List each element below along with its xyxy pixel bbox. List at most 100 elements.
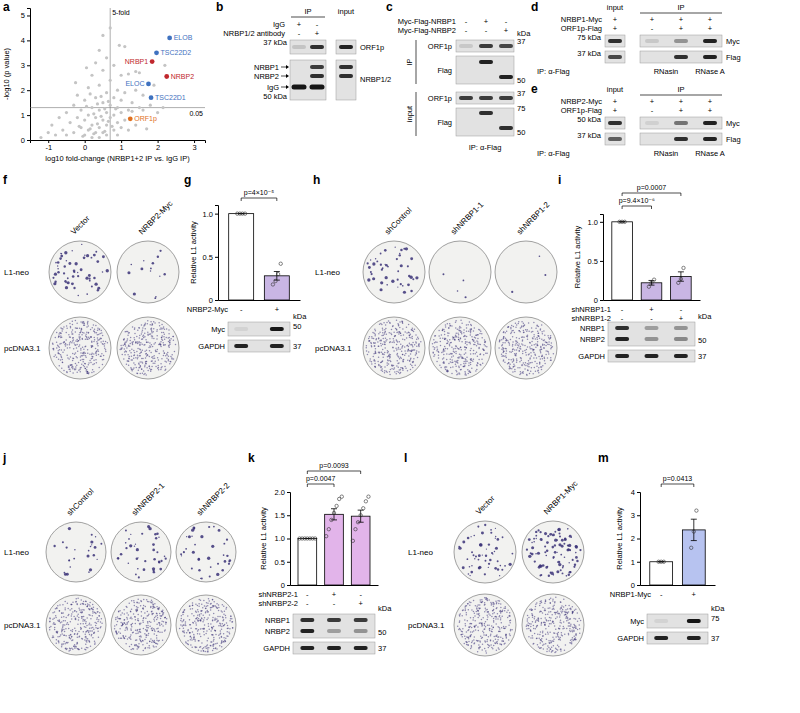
colony bbox=[438, 352, 440, 354]
colony bbox=[403, 359, 405, 361]
colony bbox=[96, 354, 98, 356]
colony bbox=[383, 322, 385, 324]
colony bbox=[513, 363, 515, 365]
colony bbox=[517, 347, 519, 349]
blot-band bbox=[310, 45, 324, 49]
colony bbox=[93, 324, 95, 326]
colony bbox=[163, 332, 165, 334]
colony bbox=[521, 337, 523, 339]
colony bbox=[528, 330, 530, 332]
colony bbox=[451, 359, 453, 361]
colony bbox=[408, 324, 410, 326]
colony bbox=[137, 341, 139, 343]
colony bbox=[510, 352, 512, 354]
colony bbox=[474, 341, 476, 343]
colony bbox=[164, 361, 166, 363]
colony bbox=[389, 371, 391, 373]
colony bbox=[369, 340, 371, 342]
protein-point bbox=[94, 116, 97, 119]
colony bbox=[77, 341, 79, 343]
colony bbox=[434, 348, 436, 350]
blot-band bbox=[339, 74, 353, 78]
protein-point bbox=[118, 44, 121, 47]
colony bbox=[522, 353, 524, 355]
colony bbox=[64, 280, 66, 282]
colony bbox=[53, 356, 55, 358]
colony bbox=[501, 349, 503, 351]
protein-point bbox=[96, 122, 99, 125]
colony bbox=[408, 346, 410, 348]
colony bbox=[393, 340, 395, 342]
colony bbox=[382, 349, 384, 351]
label: - bbox=[505, 17, 508, 26]
colony bbox=[80, 332, 82, 334]
colony bbox=[455, 320, 457, 322]
colony-panel: shControlshNRBP1-1shNRBP1-2L1-neopcDNA3.… bbox=[315, 200, 557, 379]
colony bbox=[477, 356, 479, 358]
panel-letter: d bbox=[531, 0, 538, 14]
colony bbox=[164, 334, 166, 336]
colony bbox=[391, 280, 394, 283]
colony bbox=[483, 354, 485, 356]
protein-point bbox=[112, 64, 115, 67]
panel-letter: j bbox=[2, 451, 6, 465]
colony bbox=[133, 357, 135, 359]
colony bbox=[404, 346, 406, 348]
colony bbox=[508, 326, 510, 328]
colony bbox=[410, 364, 412, 366]
colony bbox=[140, 267, 143, 270]
colony bbox=[153, 355, 155, 357]
colony bbox=[79, 328, 81, 330]
colony bbox=[398, 333, 400, 335]
colony bbox=[154, 297, 156, 299]
colony bbox=[448, 327, 450, 329]
blot-band bbox=[479, 44, 493, 48]
colony bbox=[393, 365, 395, 367]
colony bbox=[368, 338, 370, 340]
colony bbox=[411, 329, 413, 331]
colony bbox=[162, 335, 164, 337]
colony bbox=[83, 355, 85, 357]
colony bbox=[538, 372, 540, 374]
colony bbox=[516, 337, 518, 339]
label: - bbox=[298, 29, 301, 38]
colony bbox=[537, 341, 539, 343]
colony bbox=[399, 321, 401, 323]
colony bbox=[445, 326, 447, 328]
colony bbox=[62, 351, 64, 353]
colony bbox=[67, 347, 69, 349]
colony bbox=[550, 357, 552, 359]
colony bbox=[128, 365, 130, 367]
colony bbox=[538, 336, 540, 338]
colony bbox=[457, 290, 459, 292]
highlight-point bbox=[149, 95, 154, 100]
label: Flag bbox=[437, 118, 452, 127]
colony bbox=[133, 337, 135, 339]
colony bbox=[166, 337, 168, 339]
colony bbox=[149, 324, 151, 326]
label: + bbox=[297, 20, 302, 29]
colony bbox=[140, 342, 142, 344]
colony bbox=[407, 359, 409, 361]
colony bbox=[149, 345, 151, 347]
x-tick-label: 2 bbox=[156, 143, 160, 152]
colony bbox=[380, 281, 383, 284]
colony bbox=[72, 353, 74, 355]
colony bbox=[503, 360, 505, 362]
colony bbox=[101, 332, 103, 334]
colony bbox=[517, 342, 519, 344]
colony bbox=[130, 264, 132, 266]
colony bbox=[464, 358, 466, 360]
label: RNase A bbox=[695, 149, 725, 158]
colony bbox=[374, 360, 376, 362]
column-label: NRBP2-Myc bbox=[137, 199, 174, 236]
colony bbox=[168, 360, 170, 362]
colony bbox=[124, 348, 126, 350]
colony bbox=[402, 369, 404, 371]
colony bbox=[512, 371, 514, 373]
colony bbox=[60, 359, 62, 361]
colony bbox=[458, 367, 460, 369]
culture-dish bbox=[117, 241, 179, 303]
colony bbox=[150, 321, 152, 323]
colony bbox=[442, 358, 444, 360]
